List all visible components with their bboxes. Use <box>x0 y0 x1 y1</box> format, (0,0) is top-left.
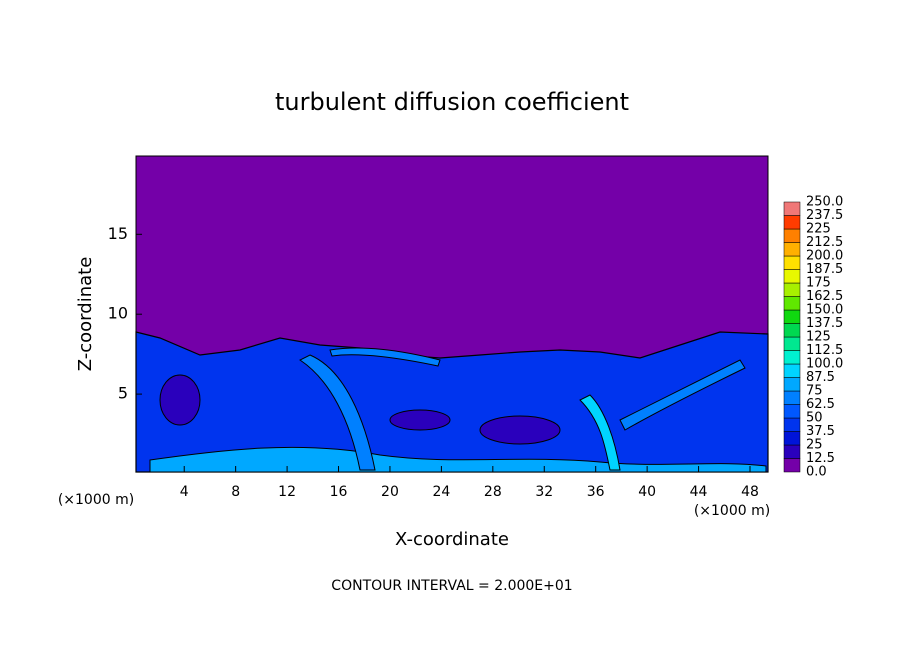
x-tick-label: 4 <box>180 484 189 500</box>
colorbar-label: 200.0 <box>806 249 843 264</box>
colorbar-label: 187.5 <box>806 262 843 277</box>
colorbar-box <box>783 444 801 459</box>
x-tick-label: 48 <box>741 484 759 500</box>
colorbar-box <box>783 323 801 338</box>
x-tick-label: 16 <box>330 484 348 500</box>
plot-field <box>135 155 769 473</box>
y-tick-label: 15 <box>108 224 128 243</box>
field-blob <box>159 374 201 426</box>
x-tick-label: 36 <box>587 484 605 500</box>
colorbar-box <box>783 458 801 473</box>
colorbar-box <box>783 228 801 243</box>
colorbar-box <box>783 390 801 405</box>
field-streak <box>299 354 376 471</box>
colorbar-label: 37.5 <box>806 424 835 439</box>
colorbar-label: 150.0 <box>806 303 843 318</box>
colorbar-label: 225 <box>806 222 831 237</box>
x-unit: (×1000 m) <box>58 492 134 508</box>
colorbar-box <box>783 404 801 419</box>
colorbar-label: 125 <box>806 330 831 345</box>
x-tick-label: 8 <box>231 484 240 500</box>
colorbar-box <box>783 431 801 446</box>
colorbar-label: 212.5 <box>806 235 843 250</box>
colorbar-box <box>783 417 801 432</box>
field-streak <box>619 359 746 431</box>
colorbar-box <box>783 201 801 216</box>
colorbar-label: 12.5 <box>806 451 835 466</box>
colorbar-box <box>783 242 801 257</box>
colorbar-box <box>783 350 801 365</box>
x-tick-label: 40 <box>638 484 656 500</box>
y-tick-label: 10 <box>108 304 128 323</box>
colorbar-box <box>783 363 801 378</box>
x-tick-label: 44 <box>690 484 708 500</box>
colorbar-label: 87.5 <box>806 370 835 385</box>
colorbar-label: 0.0 <box>806 465 827 480</box>
chart-title: turbulent diffusion coefficient <box>275 88 629 116</box>
colorbar-label: 137.5 <box>806 316 843 331</box>
field-streak <box>579 394 621 471</box>
x-tick-label: 28 <box>484 484 502 500</box>
colorbar-label: 75 <box>806 384 823 399</box>
colorbar-box <box>783 296 801 311</box>
colorbar-box <box>783 269 801 284</box>
colorbar-label: 250.0 <box>806 195 843 210</box>
colorbar-label: 25 <box>806 438 823 453</box>
x-tick-label: 24 <box>432 484 450 500</box>
colorbar-label: 237.5 <box>806 208 843 223</box>
colorbar-box <box>783 377 801 392</box>
colorbar-label: 100.0 <box>806 357 843 372</box>
field-streak <box>329 347 441 367</box>
colorbar-box <box>783 215 801 230</box>
colorbar-label: 175 <box>806 276 831 291</box>
x-tick-label: 32 <box>535 484 553 500</box>
footer-note: CONTOUR INTERVAL = 2.000E+01 <box>331 578 572 594</box>
y-axis-label: Z-coordinate <box>75 257 96 372</box>
colorbar-box <box>783 255 801 270</box>
colorbar-label: 162.5 <box>806 289 843 304</box>
x-tick-label: 12 <box>278 484 296 500</box>
y-tick-label: 5 <box>118 384 128 403</box>
colorbar-box <box>783 309 801 324</box>
x-tick-label: 20 <box>381 484 399 500</box>
colorbar-box <box>783 282 801 297</box>
x-axis-label: X-coordinate <box>395 529 509 550</box>
field-blob <box>479 415 561 445</box>
field-blob <box>389 409 451 431</box>
colorbar-label: 62.5 <box>806 397 835 412</box>
colorbar-label: 112.5 <box>806 343 843 358</box>
y-unit: (×1000 m) <box>694 503 770 519</box>
colorbar-box <box>783 336 801 351</box>
colorbar-label: 50 <box>806 411 823 426</box>
